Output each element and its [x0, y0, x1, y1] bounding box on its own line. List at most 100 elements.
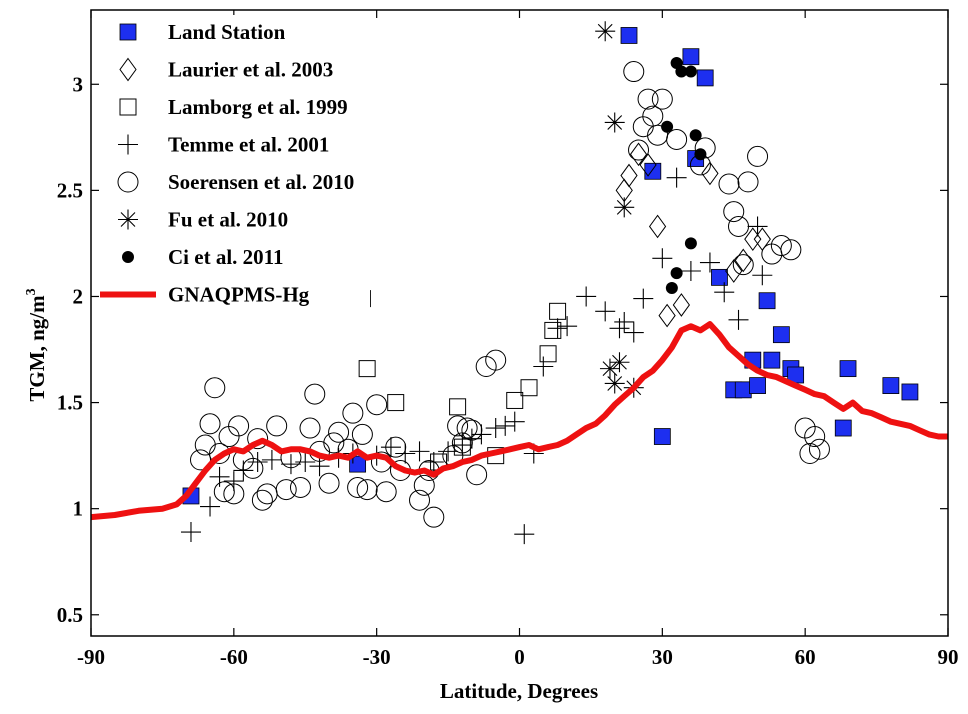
point-5-5 [604, 373, 625, 394]
point-3-22 [495, 415, 516, 436]
point-4-18 [299, 417, 321, 439]
point-4-35 [413, 474, 435, 496]
point-4-39 [447, 415, 469, 437]
point-4-46 [623, 61, 645, 83]
point-4-45 [485, 349, 507, 371]
series-6 [661, 57, 707, 294]
point-0-6 [644, 162, 662, 180]
legend-entry-5: Fu et al. 2010 [100, 202, 370, 236]
point-4-0 [190, 449, 212, 471]
legend-marker-0 [119, 23, 137, 41]
plot-area [91, 21, 948, 545]
series-1 [615, 142, 771, 328]
legend: Land Station Laurier et al. 2003 Lamborg e… [100, 15, 370, 311]
point-3-7 [280, 454, 301, 475]
point-4-59 [732, 254, 754, 276]
x-tick-label-2: -30 [363, 645, 391, 669]
point-4-34 [409, 489, 431, 511]
legend-label-0: Land Station [168, 20, 286, 44]
point-6-2 [675, 65, 688, 78]
point-2-2 [387, 394, 405, 412]
point-3-29 [576, 286, 597, 307]
point-0-9 [772, 326, 790, 344]
point-2-8 [544, 321, 562, 339]
legend-entry-7: GNAQPMS-Hg [100, 277, 370, 311]
point-3-41 [747, 216, 768, 237]
point-4-58 [728, 215, 750, 237]
point-4-14 [266, 415, 288, 437]
point-4-5 [213, 481, 235, 503]
point-3-27 [547, 318, 568, 339]
point-0-21 [749, 377, 766, 395]
point-1-11 [753, 227, 771, 252]
point-4-41 [456, 417, 478, 439]
legend-label-1: Laurier et al. 2003 [168, 58, 333, 82]
point-4-53 [666, 128, 688, 150]
point-3-32 [614, 311, 635, 332]
point-0-3 [682, 48, 700, 66]
point-1-3 [639, 153, 657, 177]
point-4-29 [366, 394, 388, 416]
point-4-2 [199, 413, 221, 435]
point-0-16 [901, 383, 919, 401]
y-tick-label-2: 1.5 [57, 391, 83, 415]
point-3-23 [504, 411, 525, 432]
legend-entry-3: Temme et al. 2001 [100, 127, 370, 161]
point-0-18 [653, 428, 671, 445]
point-5-0 [595, 21, 616, 42]
x-tick-label-1: -60 [220, 645, 248, 669]
point-3-37 [680, 261, 701, 282]
point-4-23 [328, 421, 350, 443]
point-4-52 [651, 88, 673, 110]
axes: -90 -60 -30 0 30 60 90 0.5 1 1.5 2 2.5 3 [57, 9, 959, 669]
point-6-3 [684, 65, 697, 78]
point-1-7 [701, 161, 719, 186]
point-3-34 [633, 288, 654, 309]
point-4-3 [204, 377, 226, 399]
point-3-6 [261, 449, 282, 470]
y-tick-label-1: 1 [73, 497, 84, 521]
point-4-61 [747, 145, 769, 167]
x-tick-label-6: 90 [938, 645, 959, 669]
point-6-0 [661, 120, 674, 133]
point-4-60 [737, 171, 759, 193]
point-1-5 [658, 303, 676, 328]
point-5-3 [599, 358, 620, 379]
legend-entry-1: Laurier et al. 2003 [100, 52, 370, 86]
point-4-13 [256, 483, 278, 505]
point-3-21 [485, 418, 506, 439]
x-tick-label-5: 60 [795, 645, 816, 669]
point-0-14 [839, 360, 857, 378]
point-3-36 [666, 167, 687, 188]
point-4-11 [247, 428, 269, 450]
point-4-67 [804, 426, 826, 448]
legend-label-3: Temme et al. 2001 [168, 133, 329, 157]
point-3-39 [714, 282, 735, 303]
point-3-1 [200, 496, 221, 517]
point-4-25 [342, 402, 364, 424]
point-3-42 [752, 265, 773, 286]
point-4-1 [194, 434, 216, 456]
point-3-35 [652, 248, 673, 269]
point-3-5 [247, 451, 268, 472]
legend-label-2: Lamborg et al. 1999 [168, 95, 348, 119]
point-3-26 [533, 356, 554, 377]
point-3-17 [438, 441, 459, 462]
legend-label-5: Fu et al. 2010 [168, 208, 288, 232]
point-4-56 [718, 173, 740, 195]
legend-entry-2: Lamborg et al. 1999 [100, 90, 370, 123]
y-axis-label-superscript: 3 [24, 288, 39, 295]
point-2-9 [549, 302, 567, 320]
point-1-1 [620, 163, 638, 188]
y-axis-label-main: TGM, ng/m [25, 295, 49, 402]
point-4-27 [351, 423, 373, 445]
point-3-8 [295, 451, 316, 472]
series-5 [595, 21, 644, 398]
legend-marker-6 [122, 251, 134, 263]
point-1-6 [672, 293, 690, 317]
point-5-1 [604, 112, 625, 133]
legend-marker-2 [119, 98, 137, 116]
point-4-31 [375, 481, 397, 503]
point-4-66 [799, 443, 821, 465]
point-4-19 [304, 383, 326, 405]
